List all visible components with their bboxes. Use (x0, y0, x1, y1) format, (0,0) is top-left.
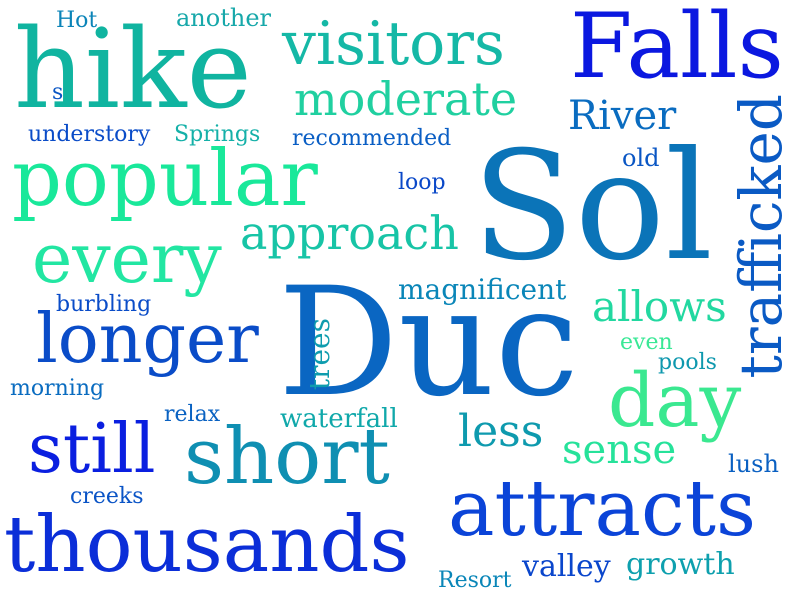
word-day: day (608, 358, 742, 444)
word-less: less (458, 406, 544, 457)
word-sol: Sol (472, 120, 714, 294)
word-hike: hike (14, 5, 252, 133)
word-another: another (176, 4, 271, 32)
word-falls: Falls (570, 0, 784, 99)
word-sense: sense (562, 427, 677, 473)
word-thousands: thousands (4, 500, 410, 590)
word-creeks: creeks (70, 484, 144, 509)
word-longer: longer (36, 300, 259, 379)
word-relax: relax (164, 402, 221, 427)
word-visitors: visitors (282, 9, 505, 79)
word-morning: morning (10, 376, 105, 401)
word-understory: understory (28, 122, 151, 147)
word-waterfall: waterfall (280, 404, 398, 434)
word-trafficked: trafficked (727, 94, 795, 387)
word-pools: pools (658, 350, 717, 375)
word-approach: approach (240, 206, 459, 260)
word-still: still (28, 410, 156, 489)
word-burbling: burbling (56, 292, 152, 317)
word-lush: lush (728, 450, 779, 478)
word-springs: Springs (174, 122, 261, 147)
word-moderate: moderate (294, 72, 518, 126)
word-resort: Resort (438, 568, 512, 593)
word-trees: trees (303, 318, 336, 395)
word-growth: growth (626, 547, 735, 582)
word-valley: valley (522, 549, 611, 584)
word-loop: loop (398, 170, 446, 195)
word-trees-text: trees (303, 318, 336, 391)
word-attracts: attracts (448, 464, 757, 554)
word-old: old (622, 144, 660, 172)
word-every: every (32, 220, 222, 299)
word-duc: Duc (278, 256, 579, 430)
word-river: River (568, 93, 677, 139)
word-short: short (184, 412, 390, 502)
word-magnificent: magnificent (398, 273, 567, 306)
word-even: even (620, 330, 673, 355)
word-popular: popular (12, 134, 318, 224)
word-hot: Hot (56, 8, 98, 33)
word-allows: allows (592, 282, 727, 331)
word-recommended: recommended (292, 126, 452, 151)
word-s: s (52, 80, 64, 105)
word-trafficked-text: trafficked (727, 94, 795, 379)
